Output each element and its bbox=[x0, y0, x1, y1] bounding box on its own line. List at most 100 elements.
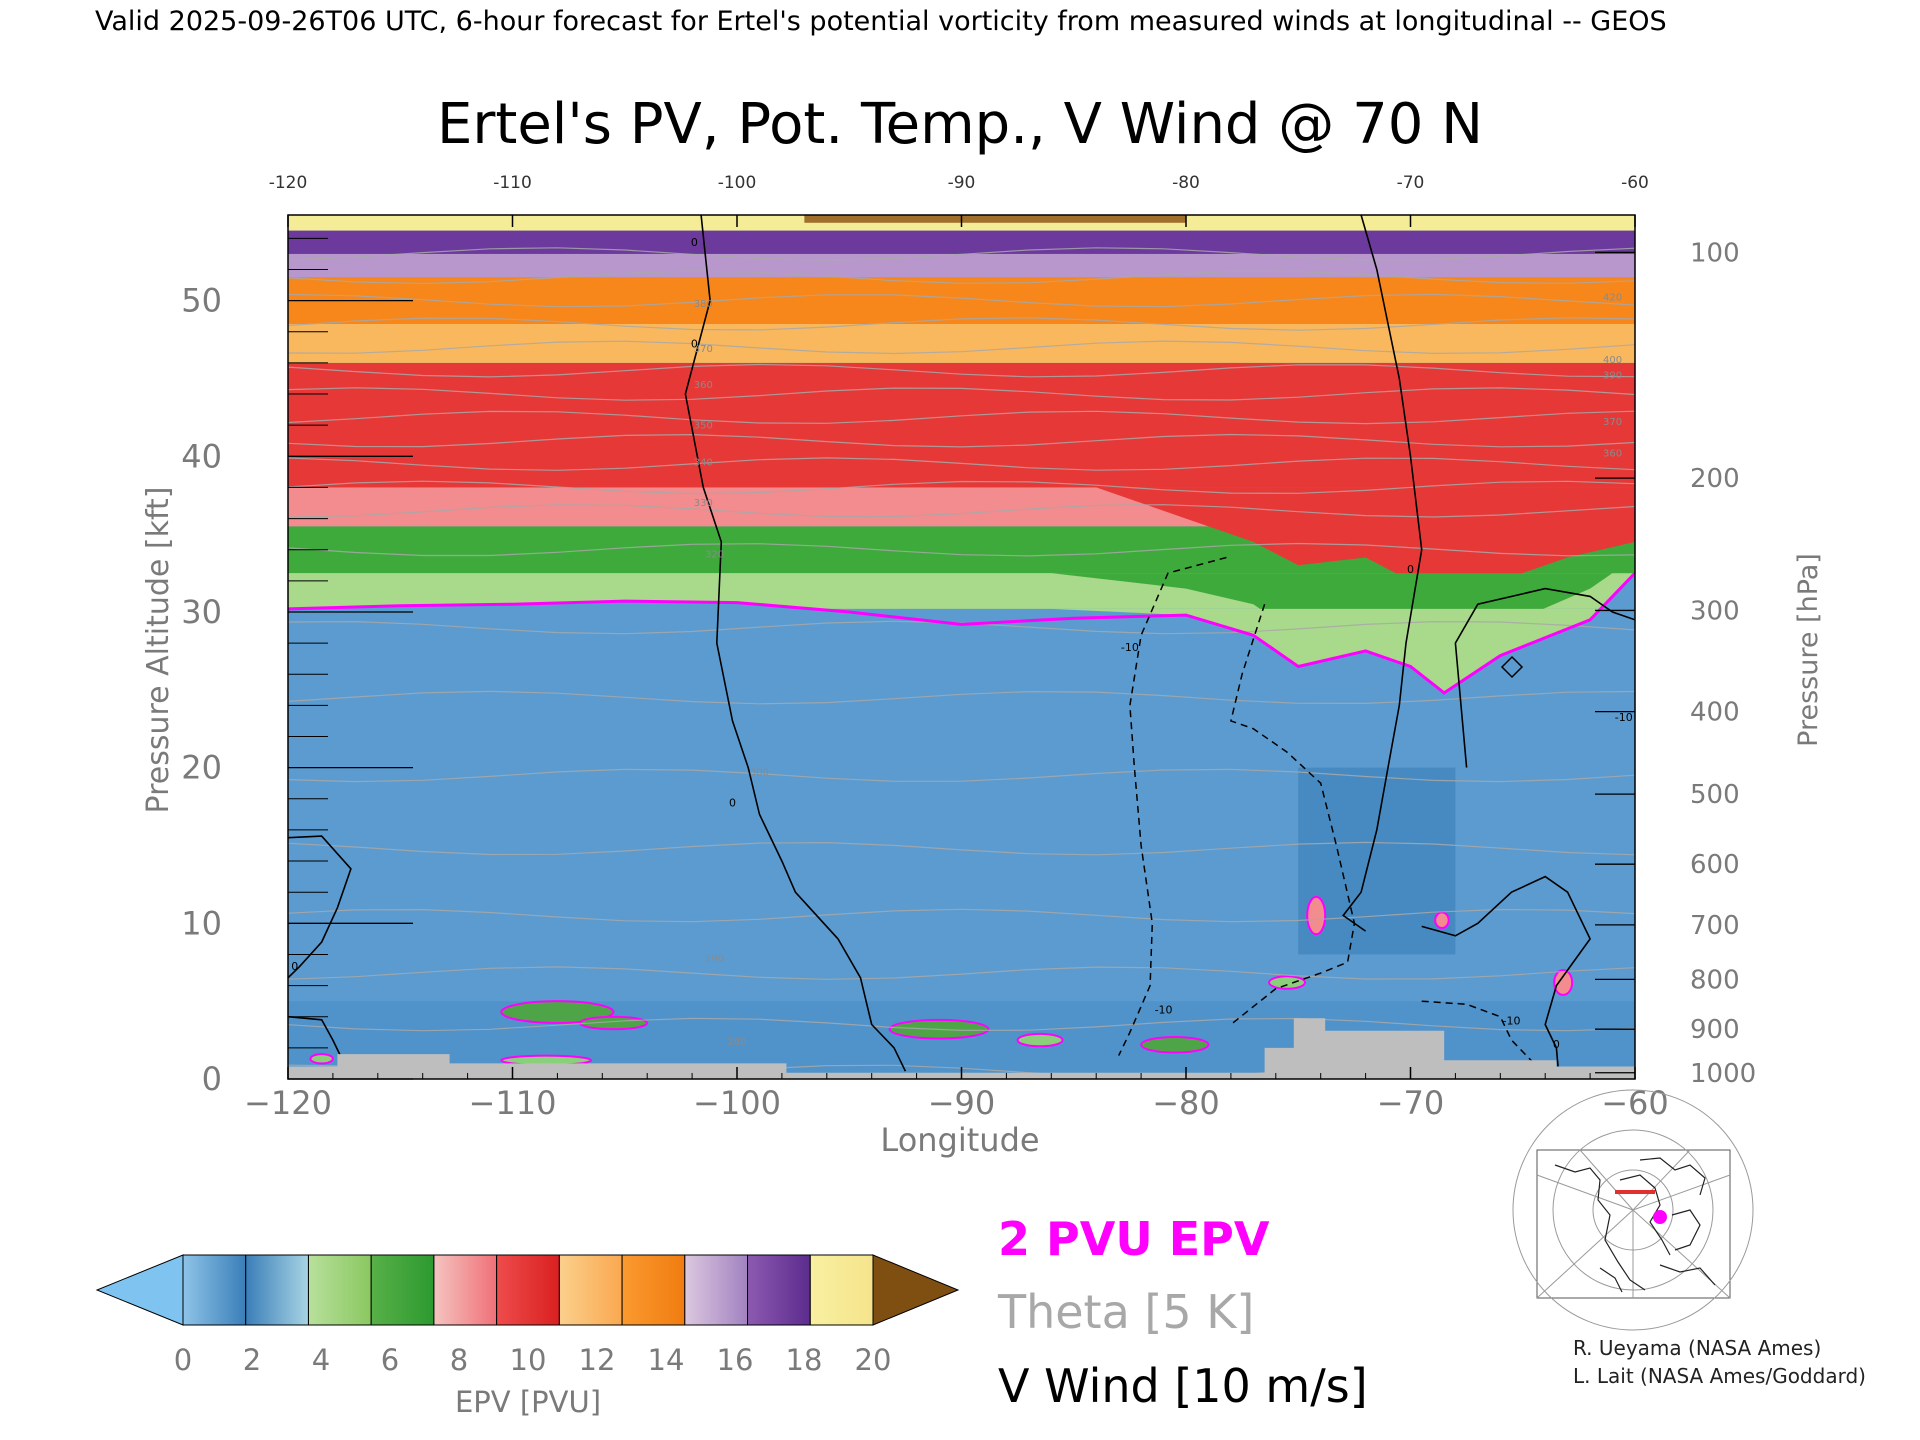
legend-theta: Theta [5 K] bbox=[997, 1285, 1254, 1339]
p-tick-label-3: 400 bbox=[1690, 698, 1740, 728]
pv-red-intrusion bbox=[1096, 487, 1635, 612]
pv-patch-1 bbox=[578, 1015, 649, 1031]
theta-contour-16 bbox=[288, 340, 1635, 355]
theta-contour-8 bbox=[288, 542, 1635, 557]
pv-patches bbox=[309, 895, 1574, 1066]
theta-label-3: 320 bbox=[705, 549, 724, 560]
locator-map bbox=[1512, 1089, 1754, 1331]
p-tick-label-9: 1000 bbox=[1690, 1059, 1756, 1089]
colorbar-over-arrow bbox=[872, 1254, 960, 1326]
wind-label-6: -10 bbox=[1121, 641, 1139, 654]
v-wind-negative-contours bbox=[1118, 556, 1535, 1064]
p-tick-label-2: 300 bbox=[1690, 596, 1740, 626]
theta-label-4: 330 bbox=[694, 498, 713, 509]
theta-label-6: 350 bbox=[694, 420, 713, 431]
v-wind-zero-contours bbox=[288, 215, 1635, 1075]
theta-contour-15 bbox=[288, 363, 1635, 378]
p-tick-label-1: 200 bbox=[1690, 464, 1740, 494]
theta-contour-5 bbox=[288, 768, 1635, 783]
pv-layer-7 bbox=[288, 253, 1635, 278]
terrain bbox=[288, 1018, 1635, 1079]
x-top-tick-label-0: -120 bbox=[269, 173, 308, 193]
pv-layers bbox=[288, 215, 1635, 1079]
pvu2-contour bbox=[288, 572, 1635, 695]
x-top-tick-label-4: -80 bbox=[1172, 173, 1200, 193]
colorbar: 0 2 4 6 8 10 12 14 16 18 20 bbox=[95, 1254, 960, 1377]
y-tick-label-0: 0 bbox=[202, 1060, 222, 1098]
colorbar-tick-label-9: 18 bbox=[786, 1343, 823, 1377]
colorbar-segment-9 bbox=[747, 1254, 811, 1326]
colorbar-segment-1 bbox=[245, 1254, 309, 1326]
x-tick-label-5: −70 bbox=[1377, 1084, 1445, 1122]
credit-line-2: L. Lait (NASA Ames/Goddard) bbox=[1573, 1364, 1866, 1388]
pv-layer-8 bbox=[288, 230, 1635, 254]
pv-patch-10 bbox=[309, 1053, 334, 1065]
colorbar-segment-5 bbox=[496, 1254, 560, 1326]
pv-patch-6 bbox=[1268, 975, 1306, 990]
p-tick-label-0: 100 bbox=[1690, 238, 1740, 268]
x-top-tick-label-3: -90 bbox=[948, 173, 976, 193]
x-axis-top: -120 -110 -100 -90 -80 -70 -60 bbox=[269, 173, 1649, 227]
pv-patch-3 bbox=[1016, 1032, 1064, 1048]
theta-contour-1 bbox=[288, 1017, 1635, 1032]
p-tick-label-7: 800 bbox=[1690, 965, 1740, 995]
theta-label-9: 380 bbox=[694, 299, 713, 310]
y-tick-label-5: 50 bbox=[181, 282, 222, 320]
colorbar-label: EPV [PVU] bbox=[455, 1385, 601, 1419]
legend-pvu: 2 PVU EPV bbox=[998, 1212, 1270, 1266]
colorbar-tick-label-2: 4 bbox=[312, 1343, 330, 1377]
colorbar-segment-4 bbox=[433, 1254, 498, 1326]
wind-label-9: -10 bbox=[1615, 711, 1633, 724]
pv-layer-5 bbox=[288, 323, 1635, 363]
wind-label-8: -10 bbox=[1503, 1015, 1521, 1028]
pv-patch-7 bbox=[1306, 895, 1327, 936]
p-tick-label-8: 900 bbox=[1690, 1015, 1740, 1045]
wind-label-0: 0 bbox=[691, 236, 698, 249]
theta-label-2: 300 bbox=[750, 767, 769, 778]
theta-contour-13 bbox=[288, 410, 1635, 425]
legend-vwind: V Wind [10 m/s] bbox=[998, 1359, 1368, 1413]
theta-label-13: 370 bbox=[1603, 417, 1622, 428]
v-wind-zero-line-5 bbox=[288, 1015, 345, 1064]
wind-labels: 0 0 0 0 0 0 -10 -10 -10 -10 bbox=[291, 236, 1633, 1051]
wind-label-3: 0 bbox=[1407, 563, 1414, 576]
colorbar-tick-label-3: 6 bbox=[381, 1343, 399, 1377]
y-tick-label-4: 40 bbox=[181, 437, 222, 475]
v-wind-neg10-line-2 bbox=[1421, 1000, 1535, 1064]
x-tick-label-2: −100 bbox=[693, 1084, 781, 1122]
colorbar-segment-0 bbox=[182, 1254, 247, 1326]
v-wind-zero-line-1 bbox=[1342, 215, 1423, 932]
x-top-tick-label-2: -100 bbox=[718, 173, 757, 193]
v-wind-zero-line-4 bbox=[288, 835, 352, 979]
theta-contour-9 bbox=[288, 504, 1635, 518]
x-tick-label-0: −120 bbox=[244, 1084, 332, 1122]
theta-contour-3 bbox=[288, 908, 1635, 923]
x-top-tick-label-1: -110 bbox=[493, 173, 532, 193]
v-wind-diamond-contour bbox=[1500, 655, 1524, 679]
y-axis-right: 100 200 300 400 500 600 700 800 900 1000 bbox=[1595, 238, 1756, 1089]
theta-label-8: 370 bbox=[694, 344, 713, 355]
x-top-tick-label-5: -70 bbox=[1397, 173, 1425, 193]
y-tick-label-2: 20 bbox=[181, 749, 222, 787]
theta-contour-6 bbox=[288, 690, 1635, 705]
v-wind-zero-line-2 bbox=[1421, 875, 1592, 1075]
y-axis-right-label: Pressure [hPa] bbox=[1793, 553, 1824, 747]
theta-contour-17 bbox=[288, 317, 1635, 331]
theta-contour-20 bbox=[288, 247, 1635, 261]
theta-contour-12 bbox=[288, 433, 1635, 448]
theta-label-12: 390 bbox=[1603, 370, 1622, 381]
chart-title: Ertel's PV, Pot. Temp., V Wind @ 70 N bbox=[437, 92, 1483, 157]
plot-area: 280 290 300 320 330 340 350 360 370 380 420 400 390 3… bbox=[288, 215, 1635, 1079]
credit-line-1: R. Ueyama (NASA Ames) bbox=[1573, 1336, 1821, 1360]
theta-contour-4 bbox=[288, 841, 1635, 856]
valid-header: Valid 2025-09-26T06 UTC, 6-hour forecast… bbox=[95, 6, 1667, 37]
theta-contour-2 bbox=[288, 966, 1635, 980]
x-tick-label-4: −80 bbox=[1152, 1084, 1220, 1122]
theta-label-5: 340 bbox=[694, 458, 713, 469]
p-tick-label-4: 500 bbox=[1690, 780, 1740, 810]
y-tick-label-1: 10 bbox=[181, 904, 222, 942]
x-top-tick-label-6: -60 bbox=[1621, 173, 1649, 193]
colorbar-tick-label-8: 16 bbox=[717, 1343, 754, 1377]
pv-patch-9 bbox=[1553, 969, 1574, 996]
colorbar-under-arrow bbox=[95, 1254, 184, 1326]
